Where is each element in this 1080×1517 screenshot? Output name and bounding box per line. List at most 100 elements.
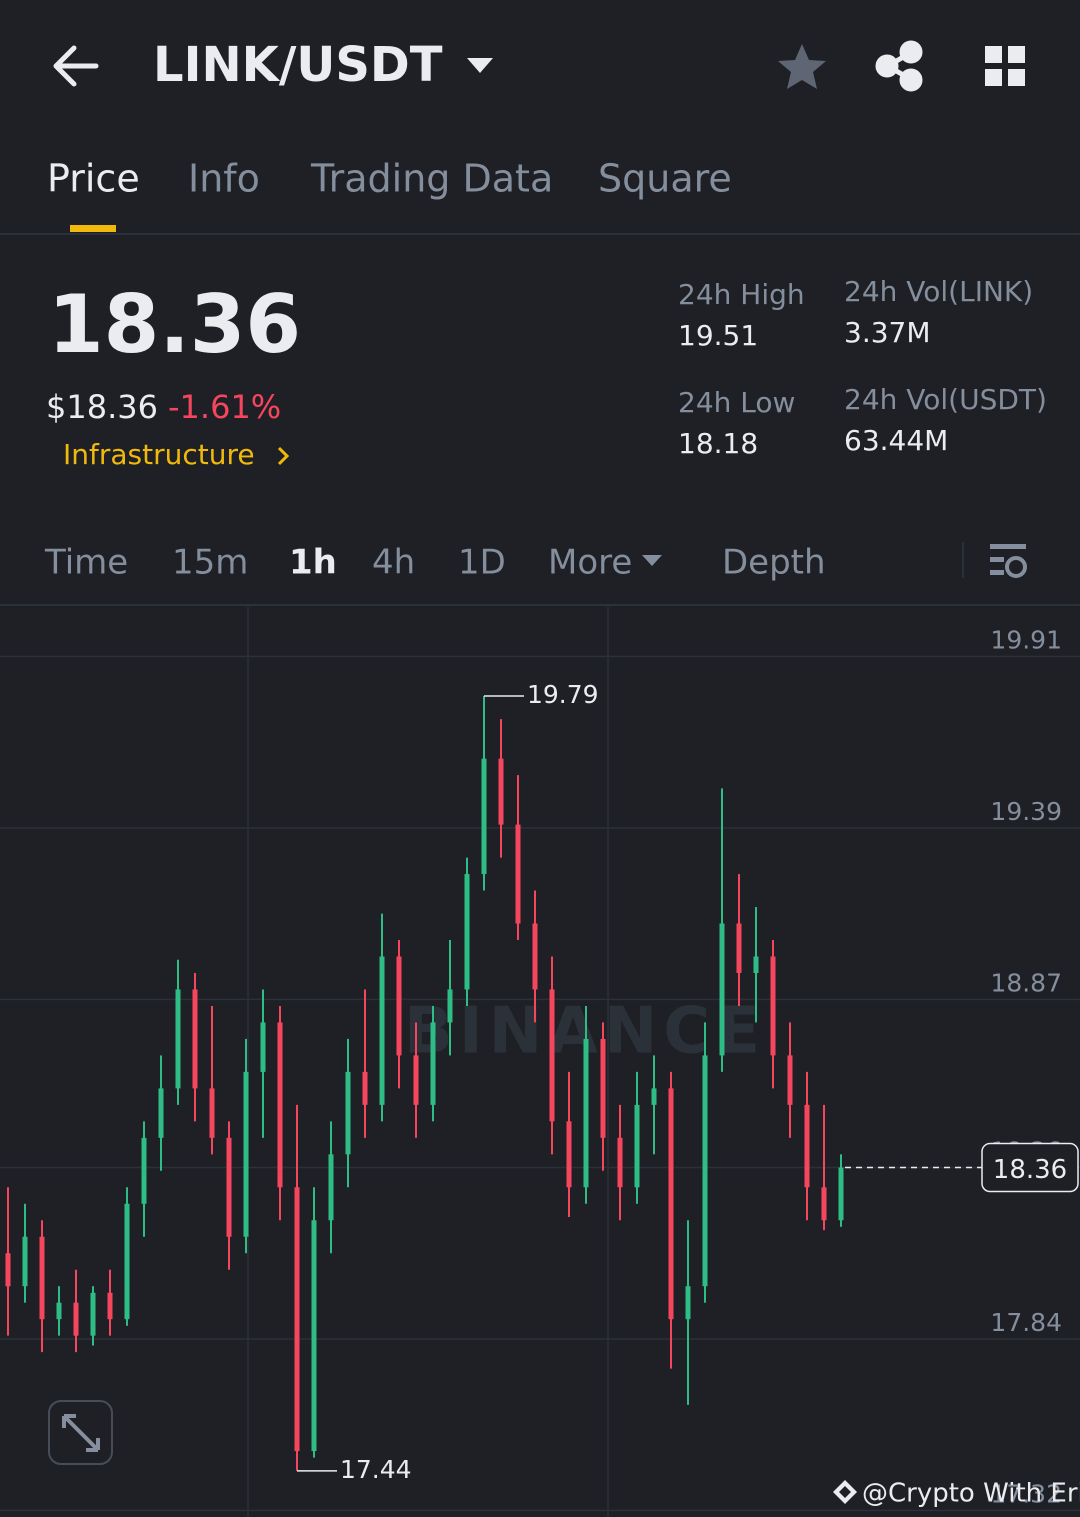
tab[interactable]: Trading Data: [310, 157, 553, 201]
candle-body: [430, 1022, 436, 1105]
stat-label: 24h High: [678, 278, 805, 311]
candle-body: [549, 989, 555, 1122]
back-button[interactable]: [53, 45, 99, 87]
interval[interactable]: Depth: [722, 543, 826, 583]
pair-title[interactable]: LINK/USDT: [153, 37, 443, 93]
candle-body: [226, 1137, 232, 1237]
candle-body: [175, 989, 181, 1089]
candle-body: [566, 1121, 572, 1188]
candle-body: [532, 923, 538, 990]
candle-body: [124, 1203, 130, 1320]
candle-body: [736, 923, 742, 973]
candle-body: [22, 1236, 28, 1287]
candle-body: [685, 1286, 691, 1320]
candle-body: [583, 1038, 589, 1188]
candle-body: [413, 1055, 419, 1105]
candle-body: [260, 1022, 266, 1072]
share-icon[interactable]: [875, 40, 923, 92]
chart-settings-icon[interactable]: [990, 544, 1027, 578]
candle-body: [107, 1292, 113, 1320]
chevron: [277, 446, 290, 466]
candle-body: [277, 1022, 283, 1188]
interval[interactable]: 1h: [289, 543, 337, 583]
y-tick-label: 19.39: [990, 797, 1062, 826]
interval[interactable]: 15m: [172, 543, 248, 583]
candle-body: [311, 1220, 317, 1452]
candle-body: [379, 956, 385, 1105]
price-change: -1.61%: [168, 388, 281, 426]
candle-body: [787, 1055, 793, 1105]
candle-body: [90, 1292, 96, 1336]
last-price-label: 18.36: [993, 1155, 1067, 1185]
candle-body: [345, 1071, 351, 1155]
y-tick-label: 17.84: [990, 1308, 1062, 1337]
interval[interactable]: Time: [44, 543, 128, 583]
candle-body: [753, 956, 759, 973]
stat-value: 63.44M: [844, 424, 948, 457]
candle-body: [158, 1088, 164, 1138]
chart: BINANCE 19.91 19.39 18.87 18.36 17.84 17.32 19.…: [0, 607, 1080, 1517]
candle-body: [294, 1187, 300, 1452]
credit: @Crypto With Erik: [862, 1479, 1080, 1509]
candle-body: [464, 874, 470, 990]
y-tick-label: 17.32: [990, 1479, 1062, 1508]
candle-body: [668, 1088, 674, 1320]
interval[interactable]: 1D: [458, 543, 506, 583]
candle-body: [600, 1038, 606, 1138]
stat-value: 18.18: [678, 427, 758, 460]
candle-body: [396, 956, 402, 1056]
watermark: BINANCE: [404, 995, 766, 1069]
tab[interactable]: Info: [188, 157, 260, 201]
candle-body: [141, 1137, 147, 1204]
candle-body: [39, 1236, 45, 1320]
tab[interactable]: Square: [598, 157, 732, 201]
candle-body: [5, 1253, 11, 1287]
tab[interactable]: Price: [47, 157, 140, 201]
candle-body: [702, 1055, 708, 1287]
divider: [0, 233, 1080, 235]
candle-body: [498, 758, 504, 825]
interval[interactable]: More: [548, 543, 632, 583]
candle-body: [56, 1302, 62, 1320]
candle-body: [838, 1167, 844, 1221]
last-price: 18.36: [48, 278, 301, 371]
grid-menu-icon[interactable]: [985, 46, 1025, 86]
candle-body: [209, 1088, 215, 1138]
pair-dropdown[interactable]: [467, 58, 493, 73]
category-tag[interactable]: Infrastructure: [63, 438, 255, 471]
stat-label: 24h Vol(LINK): [844, 275, 1033, 308]
stat-value: 3.37M: [844, 316, 931, 349]
candle-body: [447, 989, 453, 1023]
low-label: 17.44: [340, 1455, 412, 1484]
more-dropdown[interactable]: [642, 555, 662, 566]
favorite-icon[interactable]: [778, 44, 826, 89]
candle-body: [192, 989, 198, 1089]
candle-body: [719, 923, 725, 1056]
candle-body: [243, 1071, 249, 1237]
interval[interactable]: 4h: [372, 543, 415, 583]
divider: [0, 604, 1080, 606]
candle-body: [73, 1302, 79, 1336]
candle-body: [651, 1088, 657, 1105]
expand-button[interactable]: [48, 1400, 113, 1465]
divider: [962, 542, 964, 578]
candle-body: [515, 824, 521, 924]
candle-body: [821, 1187, 827, 1221]
usd-price: $18.36: [46, 388, 158, 426]
y-tick-label: 18.87: [990, 968, 1062, 997]
candle-body: [617, 1137, 623, 1188]
stat-value: 19.51: [678, 319, 758, 352]
candle-body: [362, 1071, 368, 1105]
y-tick-label: 19.91: [990, 625, 1062, 654]
stat-label: 24h Low: [678, 386, 795, 419]
candle-body: [481, 758, 487, 875]
candle-body: [770, 956, 776, 1056]
last-price-tag: [981, 1142, 1079, 1193]
high-label: 19.79: [527, 680, 599, 709]
candle-body: [328, 1154, 334, 1221]
stat-label: 24h Vol(USDT): [844, 383, 1047, 416]
candle-body: [634, 1104, 640, 1188]
